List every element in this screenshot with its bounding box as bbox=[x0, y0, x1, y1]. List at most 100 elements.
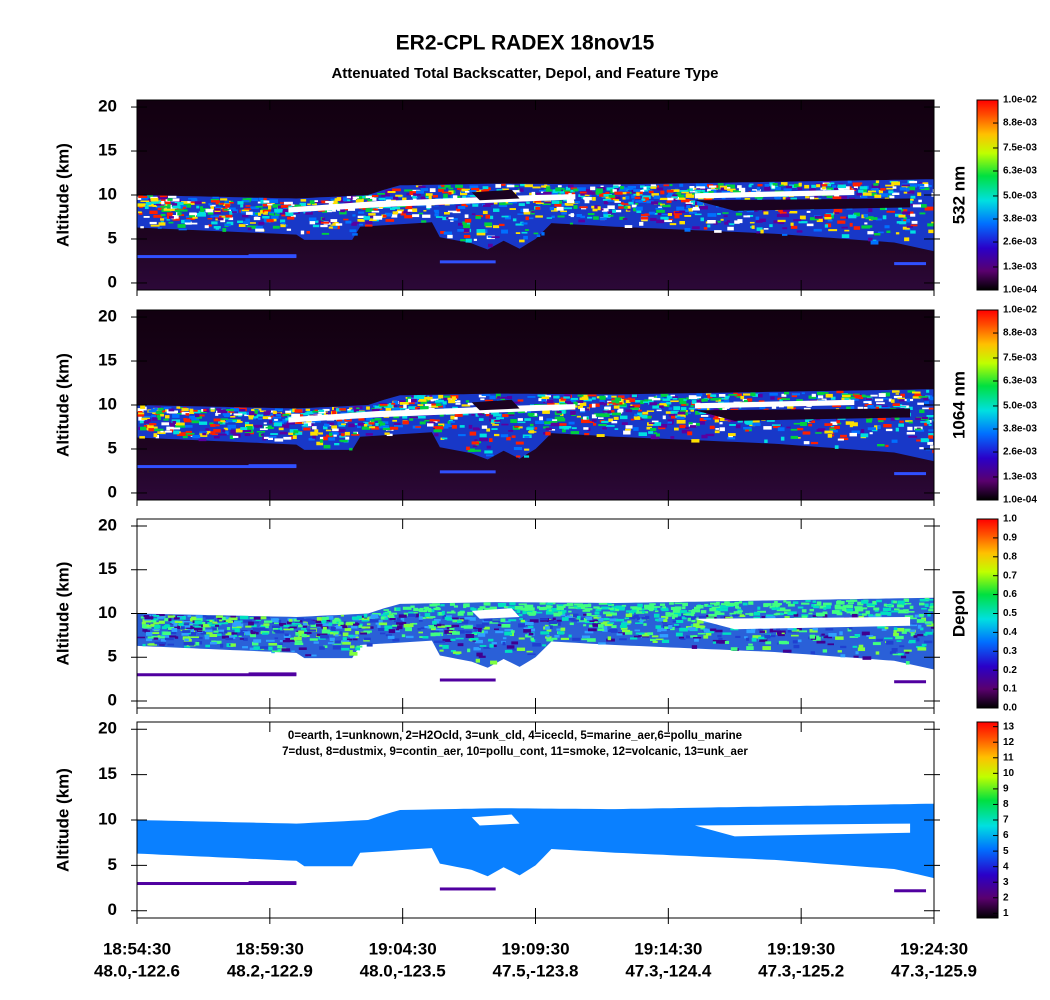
cloud-texture bbox=[772, 630, 781, 633]
cloud-texture bbox=[631, 394, 638, 398]
cloud-texture bbox=[233, 633, 238, 637]
cloud-texture bbox=[281, 222, 286, 225]
cloud-texture bbox=[458, 434, 466, 437]
cloud-texture bbox=[568, 421, 575, 425]
cloud-texture bbox=[544, 421, 553, 425]
cloud-texture bbox=[735, 212, 743, 216]
cloud-texture bbox=[518, 426, 523, 429]
cloud-texture bbox=[662, 624, 672, 629]
cloud-texture bbox=[582, 609, 591, 612]
cloud-texture bbox=[707, 220, 716, 224]
cloud-texture bbox=[836, 390, 844, 394]
cloud-texture bbox=[275, 413, 282, 417]
cloud-texture bbox=[459, 619, 469, 624]
cloud-texture bbox=[411, 395, 415, 398]
cloud-texture bbox=[168, 208, 175, 212]
cloud-texture bbox=[543, 400, 548, 404]
cloud-texture bbox=[309, 220, 316, 225]
cloud-texture bbox=[194, 627, 203, 631]
cloud-texture bbox=[904, 615, 914, 618]
cloud-texture bbox=[300, 230, 305, 235]
cloud-texture bbox=[822, 649, 828, 653]
cloud-texture bbox=[150, 623, 155, 627]
cloud-texture bbox=[926, 415, 934, 418]
cloud-texture bbox=[345, 436, 350, 440]
cloud-texture bbox=[896, 604, 905, 608]
cloud-texture bbox=[926, 389, 930, 393]
cloud-texture bbox=[158, 620, 165, 624]
cloud-texture bbox=[508, 430, 514, 432]
cloud-texture bbox=[222, 412, 231, 416]
cloud-texture bbox=[172, 420, 177, 424]
cloud-texture bbox=[325, 201, 334, 204]
cloud-texture bbox=[461, 203, 468, 208]
cloud-texture bbox=[356, 407, 360, 410]
cloud-texture bbox=[365, 208, 375, 213]
cloud-texture bbox=[473, 428, 481, 431]
cloud-texture bbox=[403, 612, 410, 617]
cloud-texture bbox=[882, 607, 892, 612]
cloud-texture bbox=[747, 419, 753, 422]
cloud-texture bbox=[273, 413, 278, 417]
cloud-texture bbox=[460, 190, 468, 193]
cloud-texture bbox=[694, 191, 703, 194]
cloud-texture bbox=[232, 625, 238, 629]
cloud-texture bbox=[849, 636, 859, 638]
cloud-texture bbox=[310, 624, 318, 628]
cloud-texture bbox=[932, 189, 934, 193]
cloud-texture bbox=[239, 638, 244, 640]
cloud-texture bbox=[752, 635, 762, 639]
cloud-texture bbox=[809, 629, 818, 633]
cloud-texture bbox=[737, 185, 742, 189]
cloud-texture bbox=[189, 415, 197, 419]
cloud-texture bbox=[899, 187, 907, 191]
cloud-texture bbox=[442, 191, 451, 194]
cloud-texture bbox=[625, 617, 630, 620]
cloud-texture bbox=[222, 409, 228, 414]
cloud-texture bbox=[230, 643, 236, 647]
cloud-texture bbox=[515, 232, 521, 235]
cloud-texture bbox=[875, 180, 880, 184]
cloud-texture bbox=[378, 206, 384, 209]
cloud-texture bbox=[679, 627, 688, 632]
x-tick-location: 48.2,-122.9 bbox=[227, 961, 313, 980]
cloud-texture bbox=[607, 603, 612, 605]
cloud-texture bbox=[433, 429, 443, 433]
cloud-texture bbox=[260, 433, 264, 436]
cloud-texture bbox=[728, 394, 738, 396]
cloud-texture bbox=[353, 406, 358, 409]
cloud-texture bbox=[294, 636, 302, 641]
cloud-texture bbox=[210, 206, 214, 211]
cloud-texture bbox=[801, 602, 810, 605]
cloud-texture bbox=[861, 225, 871, 229]
cloud-texture bbox=[932, 449, 934, 454]
cloud-texture bbox=[471, 187, 480, 192]
cloud-texture bbox=[532, 413, 537, 416]
cloud-texture bbox=[644, 399, 653, 402]
cloud-texture bbox=[888, 398, 892, 402]
cloud-texture bbox=[462, 195, 466, 199]
cloud-texture bbox=[521, 222, 528, 225]
cloud-texture bbox=[916, 638, 920, 642]
cloud-texture bbox=[163, 208, 172, 211]
cloud-texture bbox=[559, 187, 565, 191]
cloud-texture bbox=[563, 427, 570, 430]
cloud-texture bbox=[729, 223, 735, 226]
cloud-texture bbox=[421, 220, 427, 223]
cloud-texture bbox=[899, 406, 907, 408]
cloud-texture bbox=[851, 422, 858, 427]
cloud-texture bbox=[651, 606, 661, 608]
cloud-texture bbox=[264, 624, 269, 628]
cloud-texture bbox=[523, 208, 529, 213]
cloud-texture bbox=[278, 211, 286, 215]
cloud-texture bbox=[628, 406, 635, 408]
cloud-texture bbox=[659, 403, 668, 407]
cloud-texture bbox=[489, 438, 493, 443]
cloud-texture bbox=[591, 419, 597, 422]
cloud-texture bbox=[556, 410, 562, 414]
cloud-texture bbox=[559, 189, 563, 192]
cloud-texture bbox=[295, 631, 301, 636]
cloud-texture bbox=[576, 400, 584, 404]
cloud-texture bbox=[467, 448, 475, 453]
cloud-texture bbox=[477, 411, 485, 416]
